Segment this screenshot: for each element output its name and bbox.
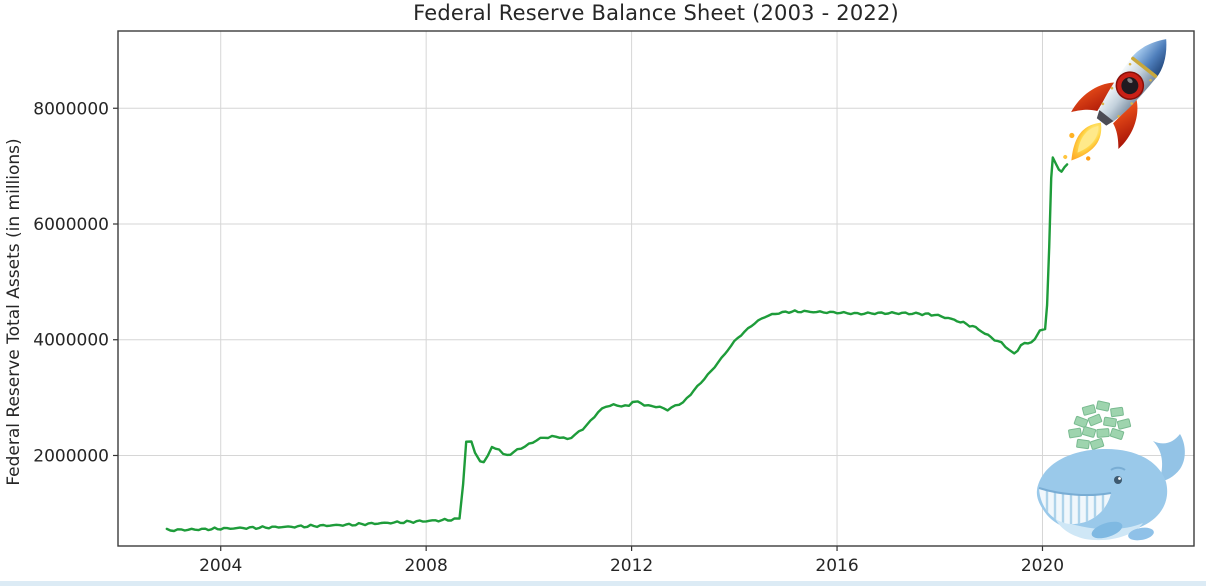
money-bills [1068,400,1132,450]
svg-text:2008: 2008 [405,556,448,576]
svg-text:4000000: 4000000 [33,331,109,351]
svg-text:2004: 2004 [199,556,242,576]
bottom-strip [0,581,1206,586]
rocket-icon [1042,16,1206,188]
chart-title: Federal Reserve Balance Sheet (2003 - 20… [413,1,899,25]
whale-money-icon [1025,396,1197,558]
svg-text:6000000: 6000000 [33,215,109,235]
svg-text:8000000: 8000000 [33,99,109,119]
svg-text:2000000: 2000000 [33,446,109,466]
svg-text:2012: 2012 [610,556,653,576]
svg-text:2016: 2016 [815,556,858,576]
svg-text:2020: 2020 [1021,556,1064,576]
